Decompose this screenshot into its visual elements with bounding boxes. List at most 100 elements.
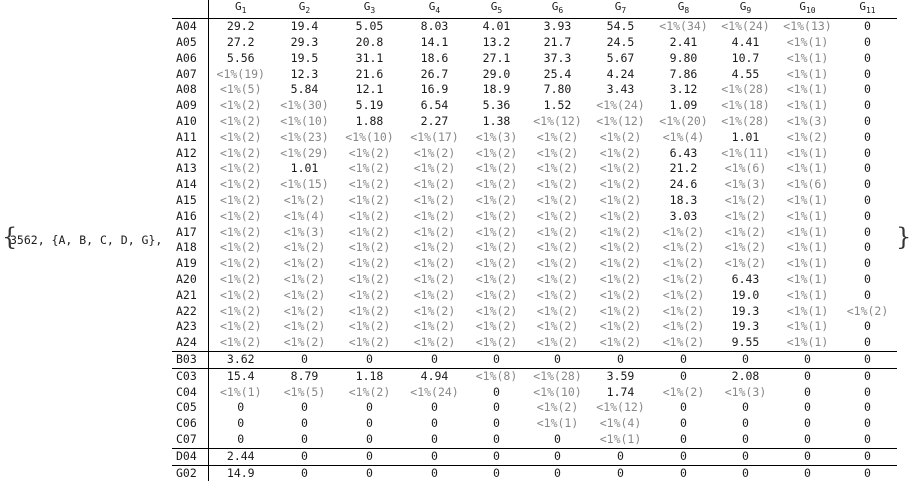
table-cell: 18.9 xyxy=(482,82,511,97)
table-cell: <1%(4) xyxy=(283,208,326,223)
row-label: A16 xyxy=(172,208,209,225)
table-cell: 9.80 xyxy=(669,50,698,65)
table-cell: <1%(2) xyxy=(219,192,262,207)
table-cell: <1%(2) xyxy=(219,287,262,302)
table-row: A21 <1%(2) <1%(2) <1%(2) <1%(2) <1%(2) <1%(2) <… xyxy=(172,287,897,304)
column-header-subscript: 10 xyxy=(805,6,816,16)
table-cell: <1%(5) xyxy=(219,82,262,97)
table-cell: 19.4 xyxy=(290,19,319,34)
table-cell: 0 xyxy=(336,350,403,369)
table-cell: <1%(2) xyxy=(348,271,391,286)
expression-prefix: 3562, {A, B, C, D, G}, xyxy=(10,233,163,247)
column-header-subscript: 7 xyxy=(621,6,627,16)
table-cell: 0 xyxy=(864,319,871,334)
table-cell: <1%(2) xyxy=(599,256,642,271)
column-header: G2 xyxy=(272,0,337,20)
table-cell: 0 xyxy=(652,350,715,369)
column-header: G11 xyxy=(838,0,897,20)
table-cell: <1%(2) xyxy=(599,319,642,334)
table-cell: <1%(3) xyxy=(724,177,767,192)
table-cell: <1%(2) xyxy=(219,129,262,144)
table-cell: <1%(24) xyxy=(721,19,770,34)
table-cell: 0 xyxy=(864,256,871,271)
table-row: D04 2.44 0 0 0 0 0 0 0 0 0 0 xyxy=(172,447,897,465)
table-cell: <1%(1) xyxy=(786,50,829,65)
table-cell: <1%(6) xyxy=(724,161,767,176)
table-cell: 0 xyxy=(526,464,589,481)
row-label: D04 xyxy=(172,447,209,465)
table-cell: <1%(1) xyxy=(786,66,829,81)
table-cell: <1%(2) xyxy=(662,335,705,350)
row-label: A14 xyxy=(172,177,209,193)
column-header-subscript: 11 xyxy=(865,6,876,16)
table-cell: <1%(2) xyxy=(219,208,262,223)
table-row: C06 0 0 0 0 0 <1%(1) <1%(4) 0 0 0 0 xyxy=(172,416,897,432)
table-cell: 27.2 xyxy=(226,34,255,49)
column-header: G5 xyxy=(466,0,527,20)
table-cell: <1%(2) xyxy=(475,224,518,239)
table-cell: 0 xyxy=(272,350,337,369)
table-cell: 5.36 xyxy=(482,98,511,113)
table-cell: <1%(2) xyxy=(219,256,262,271)
table-cell: 2.27 xyxy=(420,113,449,128)
table-cell: 0 xyxy=(466,447,527,465)
column-header-subscript: 9 xyxy=(746,6,752,16)
table-cell: <1%(12) xyxy=(596,400,645,415)
table-cell: 3.43 xyxy=(606,82,635,97)
column-header-base: G xyxy=(551,0,559,13)
table-cell: 19.3 xyxy=(731,319,760,334)
table-cell: 4.94 xyxy=(402,367,467,385)
table-cell: 7.80 xyxy=(543,82,572,97)
table-cell: <1%(2) xyxy=(599,224,642,239)
table-cell: 19.3 xyxy=(731,303,760,318)
table-cell: 0 xyxy=(336,447,403,465)
table-cell: <1%(2) xyxy=(413,271,456,286)
table-cell: <1%(2) xyxy=(219,224,262,239)
table-cell: <1%(2) xyxy=(724,208,767,223)
row-label: A05 xyxy=(172,34,209,51)
table-cell: <1%(2) xyxy=(348,192,391,207)
table-cell: 0 xyxy=(366,400,373,415)
table-cell: 0 xyxy=(652,367,715,385)
table-cell: 0 xyxy=(714,464,777,481)
row-label: A18 xyxy=(172,240,209,257)
table-cell: <1%(2) xyxy=(413,161,456,176)
table-cell: 2.08 xyxy=(714,367,777,385)
table-cell: 5.05 xyxy=(355,19,384,34)
table-cell: 0 xyxy=(680,416,687,431)
table-cell: <1%(1) xyxy=(786,192,829,207)
table-cell: 0 xyxy=(554,431,561,446)
table-cell: 0 xyxy=(652,447,715,465)
table-cell: <1%(2) xyxy=(724,256,767,271)
table-cell: 1.18 xyxy=(336,367,403,385)
row-label: A17 xyxy=(172,224,209,241)
row-label: A15 xyxy=(172,192,209,209)
row-label: A12 xyxy=(172,145,209,162)
table-cell: <1%(2) xyxy=(724,192,767,207)
table-cell: 0 xyxy=(366,431,373,446)
table-cell: <1%(2) xyxy=(348,240,391,255)
table-cell: <1%(24) xyxy=(410,384,459,399)
table-cell: 29.2 xyxy=(226,19,255,34)
row-label: A06 xyxy=(172,50,209,67)
table-cell: 0 xyxy=(526,447,589,465)
table-cell: 0 xyxy=(838,464,897,481)
table-cell: <1%(2) xyxy=(475,335,518,350)
table-cell: 0 xyxy=(838,367,897,385)
table-cell: <1%(2) xyxy=(536,287,579,302)
table-body: A04 29.2 19.4 5.05 8.03 4.01 3.93 54.5 <1%(34) <1… xyxy=(172,18,897,481)
column-header-base: G xyxy=(490,0,498,13)
table-cell: <1%(2) xyxy=(219,271,262,286)
table-cell: <1%(2) xyxy=(599,208,642,223)
table-cell: <1%(1) xyxy=(786,98,829,113)
table-cell: <1%(2) xyxy=(283,335,326,350)
table-cell: 18.3 xyxy=(669,192,698,207)
table-cell: <1%(2) xyxy=(348,319,391,334)
column-header-base: G xyxy=(363,0,371,13)
table-cell: 0 xyxy=(864,192,871,207)
table-cell: <1%(2) xyxy=(475,145,518,160)
table-cell: 0 xyxy=(402,464,467,481)
table-cell: <1%(2) xyxy=(536,303,579,318)
table-row: A09 <1%(2) <1%(30) 5.19 6.54 5.36 1.52 <1%(24) 1… xyxy=(172,98,897,114)
table-cell: <1%(2) xyxy=(475,240,518,255)
